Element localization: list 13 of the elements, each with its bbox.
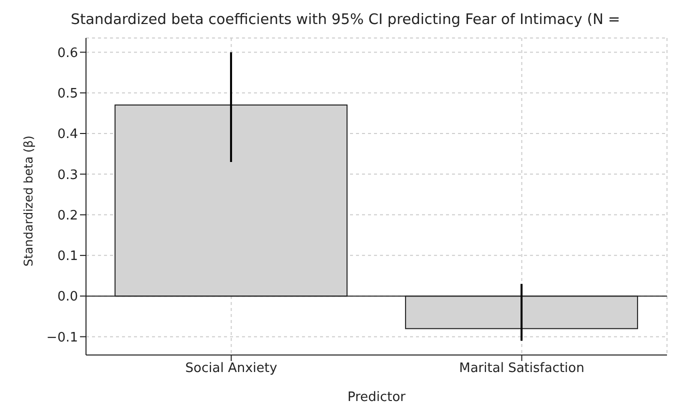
y-tick-label: 0.5	[57, 86, 78, 102]
x-tick-label: Social Anxiety	[185, 361, 278, 376]
y-tick-label: 0.6	[57, 46, 78, 61]
x-tick-label: Marital Satisfaction	[459, 361, 584, 376]
x-axis-title: Predictor	[347, 390, 406, 405]
y-tick-label: −0.1	[46, 330, 78, 346]
y-tick-label: 0.3	[57, 168, 78, 183]
y-tick-label: 0.4	[57, 127, 78, 142]
y-tick-label: 0.2	[57, 208, 78, 224]
y-tick-label: 0.0	[57, 290, 78, 305]
y-axis-title: Standardized beta (β)	[21, 136, 36, 266]
chart-title: Standardized beta coefficients with 95% CI predicting Fear of Intimacy (N =	[70, 12, 622, 28]
y-tick-label: 0.1	[57, 249, 78, 264]
